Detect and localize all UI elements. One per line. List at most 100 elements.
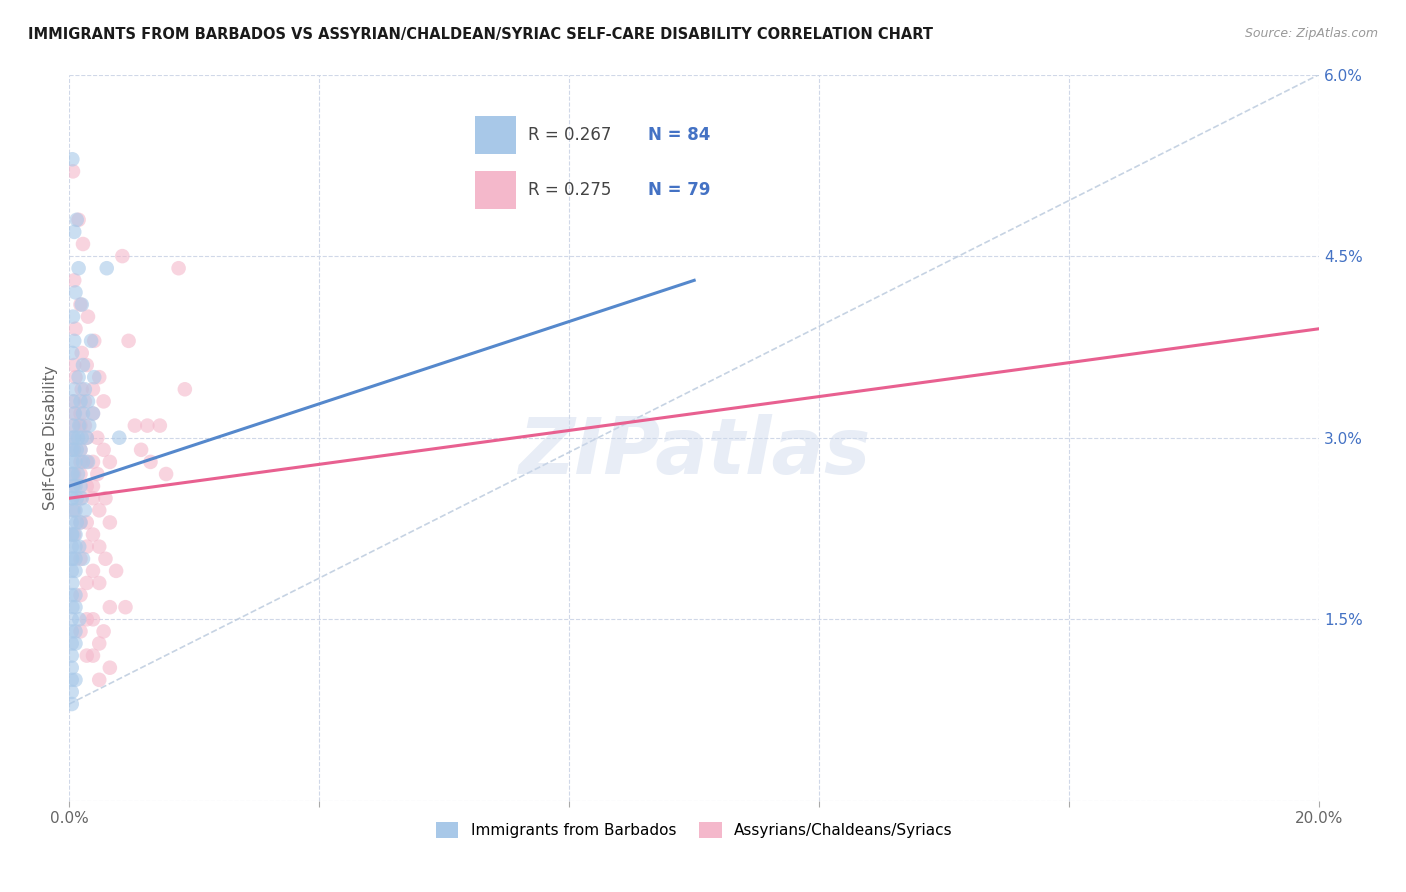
Point	[66, 467, 89, 481]
Point	[60, 551, 83, 566]
Point	[62, 394, 84, 409]
Point	[72, 237, 94, 252]
Point	[63, 394, 86, 409]
Point	[76, 648, 98, 663]
Point	[82, 564, 104, 578]
Point	[63, 225, 86, 239]
Point	[63, 334, 86, 348]
Point	[82, 455, 104, 469]
Point	[94, 551, 117, 566]
Point	[60, 442, 83, 457]
Point	[155, 467, 177, 481]
Point	[94, 491, 117, 506]
Point	[111, 249, 134, 263]
Point	[62, 310, 84, 324]
Point	[70, 382, 93, 396]
Point	[76, 431, 98, 445]
Point	[65, 479, 87, 493]
Point	[76, 455, 98, 469]
Point	[72, 407, 94, 421]
Point	[98, 661, 121, 675]
Point	[63, 382, 86, 396]
Point	[63, 479, 86, 493]
Point	[69, 588, 91, 602]
Point	[69, 491, 91, 506]
Point	[76, 576, 98, 591]
Point	[139, 455, 162, 469]
Point	[60, 600, 83, 615]
Point	[82, 612, 104, 626]
Point	[63, 418, 86, 433]
Text: IMMIGRANTS FROM BARBADOS VS ASSYRIAN/CHALDEAN/SYRIAC SELF-CARE DISABILITY CORREL: IMMIGRANTS FROM BARBADOS VS ASSYRIAN/CHA…	[28, 27, 934, 42]
Point	[65, 588, 87, 602]
Point	[167, 261, 190, 276]
Point	[67, 212, 90, 227]
Point	[65, 540, 87, 554]
Point	[65, 673, 87, 687]
Point	[77, 394, 100, 409]
Point	[60, 576, 83, 591]
Point	[66, 516, 89, 530]
Point	[65, 285, 87, 300]
Point	[77, 455, 100, 469]
Point	[62, 503, 84, 517]
Point	[89, 636, 111, 650]
Point	[82, 648, 104, 663]
Point	[60, 564, 83, 578]
Point	[83, 334, 105, 348]
Point	[67, 261, 90, 276]
Point	[69, 407, 91, 421]
Point	[96, 261, 118, 276]
Point	[60, 431, 83, 445]
Point	[63, 407, 86, 421]
Point	[65, 551, 87, 566]
Point	[83, 370, 105, 384]
Point	[63, 273, 86, 287]
Legend: Immigrants from Barbados, Assyrians/Chaldeans/Syriacs: Immigrants from Barbados, Assyrians/Chal…	[429, 816, 959, 844]
Point	[73, 503, 96, 517]
Point	[60, 491, 83, 506]
Point	[76, 358, 98, 372]
Point	[62, 467, 84, 481]
Point	[69, 455, 91, 469]
Point	[114, 600, 136, 615]
Point	[82, 382, 104, 396]
Point	[65, 600, 87, 615]
Point	[82, 527, 104, 541]
Point	[63, 442, 86, 457]
Point	[66, 491, 89, 506]
Point	[60, 648, 83, 663]
Point	[67, 612, 90, 626]
Point	[67, 540, 90, 554]
Point	[60, 467, 83, 481]
Point	[69, 442, 91, 457]
Point	[72, 358, 94, 372]
Point	[65, 527, 87, 541]
Point	[66, 212, 89, 227]
Point	[63, 407, 86, 421]
Point	[66, 442, 89, 457]
Point	[93, 442, 115, 457]
Point	[69, 297, 91, 311]
Point	[70, 297, 93, 311]
Point	[63, 503, 86, 517]
Point	[149, 418, 172, 433]
Point	[77, 310, 100, 324]
Point	[70, 491, 93, 506]
Point	[76, 479, 98, 493]
Point	[89, 576, 111, 591]
Point	[72, 455, 94, 469]
Point	[65, 503, 87, 517]
Point	[60, 697, 83, 711]
Y-axis label: Self-Care Disability: Self-Care Disability	[44, 366, 58, 510]
Point	[67, 418, 90, 433]
Point	[105, 564, 128, 578]
Point	[70, 346, 93, 360]
Point	[69, 442, 91, 457]
Point	[73, 418, 96, 433]
Point	[69, 516, 91, 530]
Point	[98, 600, 121, 615]
Point	[76, 516, 98, 530]
Point	[89, 540, 111, 554]
Point	[62, 442, 84, 457]
